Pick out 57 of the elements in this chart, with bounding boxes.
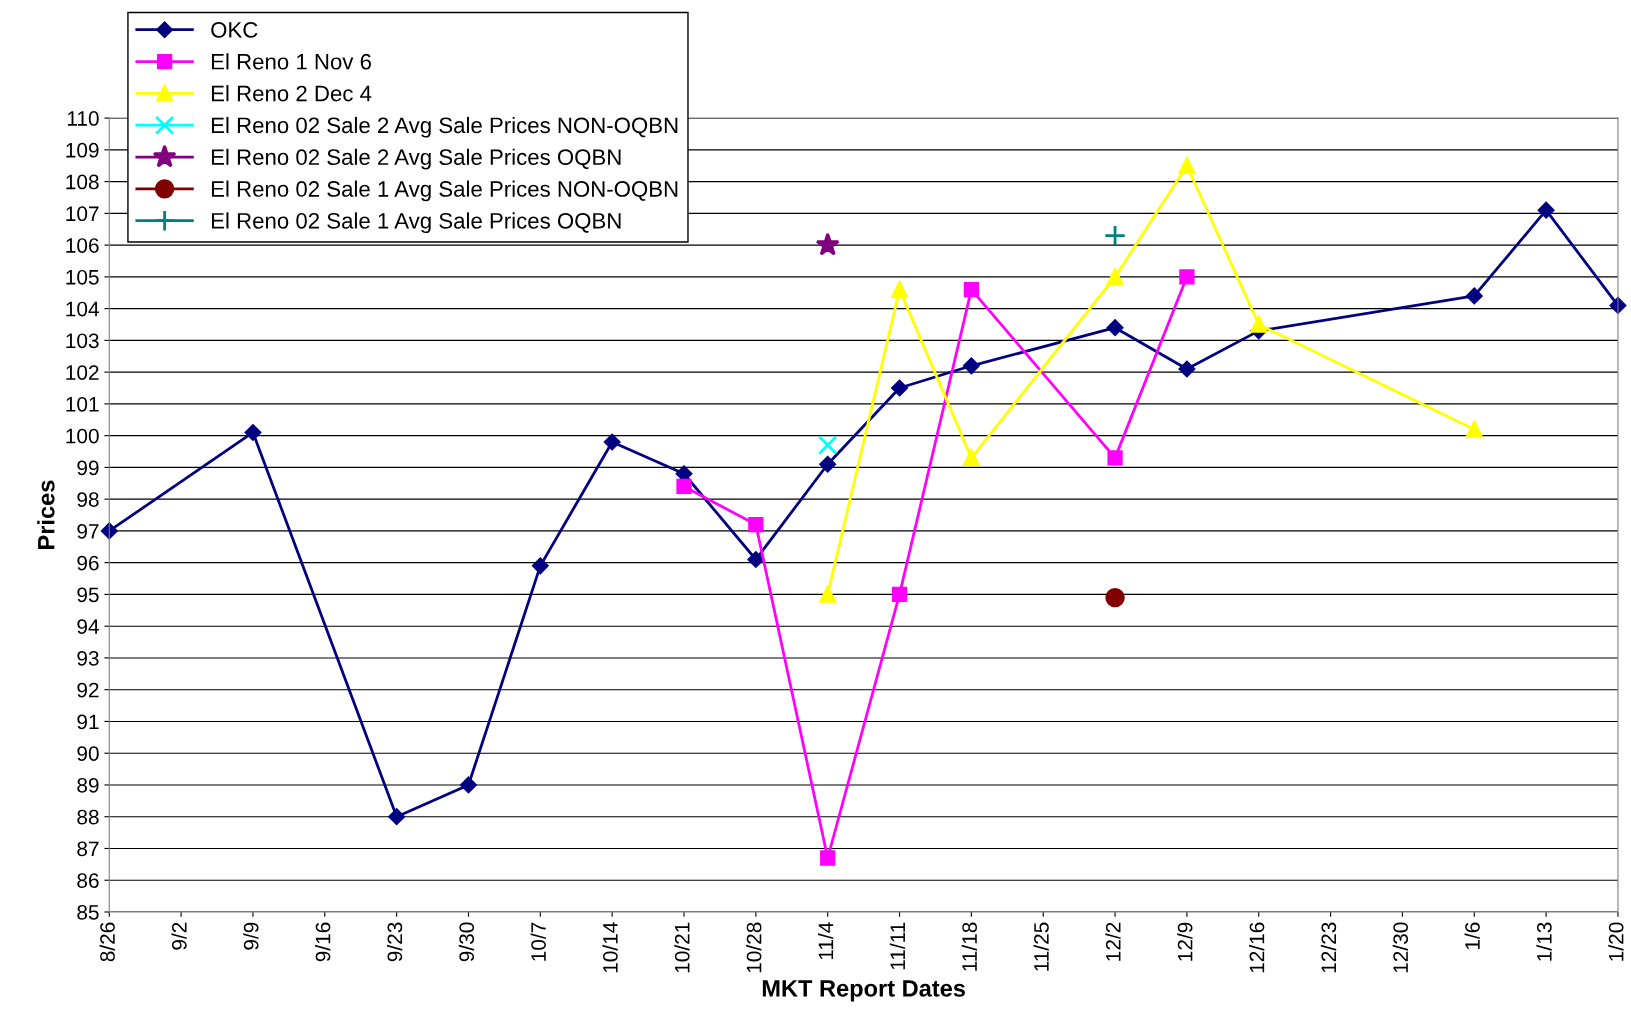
y-tick-label: 90: [77, 746, 99, 761]
y-tick-label: 89: [77, 777, 99, 793]
x-tick-label: 12/16: [1249, 922, 1265, 973]
y-tick-label: 96: [77, 555, 99, 571]
legend-label: El Reno 02 Sale 2 Avg Sale Prices NON-OQBN: [211, 116, 678, 138]
x-tick-label: 9/16: [315, 922, 331, 962]
x-tick-label: 10/7: [530, 922, 546, 961]
x-tick-label: 12/23: [1320, 922, 1337, 973]
y-tick-label: 91: [77, 714, 99, 730]
y-tick-label: 105: [66, 269, 99, 285]
y-tick-label: 110: [67, 111, 99, 126]
legend-label: El Reno 02 Sale 1 Avg Sale Prices OQBN: [211, 212, 621, 234]
x-tick-label: 11/18: [961, 922, 977, 971]
x-tick-label: 9/9: [243, 922, 259, 950]
x-tick-label: 9/2: [171, 922, 187, 950]
y-tick-label: 85: [77, 904, 99, 920]
x-tick-label: 1/6: [1464, 922, 1480, 950]
legend-label: El Reno 2 Dec 4: [211, 85, 372, 102]
x-tick-label: 12/30: [1392, 922, 1409, 973]
x-tick-label: 10/21: [674, 922, 690, 973]
x-tick-label: 8/26: [99, 922, 115, 962]
y-tick-label: 103: [66, 333, 99, 349]
y-tick-label: 95: [77, 587, 99, 603]
x-tick-label: 10/28: [746, 922, 762, 973]
y-tick-label: 94: [77, 619, 99, 634]
legend-label: El Reno 1 Nov 6: [211, 53, 371, 70]
y-axis-title: Prices: [37, 480, 55, 549]
y-tick-label: 93: [77, 650, 99, 666]
x-tick-label: 12/2: [1105, 922, 1121, 961]
y-tick-label: 109: [66, 142, 99, 158]
x-tick-label: 11/4: [817, 922, 834, 960]
y-tick-label: 99: [77, 460, 99, 476]
x-tick-label: 11/11: [889, 922, 906, 970]
y-tick-label: 88: [77, 809, 99, 825]
legend-label: El Reno 02 Sale 1 Avg Sale Prices NON-OQBN: [211, 180, 678, 202]
y-tick-label: 92: [77, 682, 99, 698]
y-tick-label: 97: [77, 523, 99, 539]
y-tick-label: 106: [66, 238, 99, 253]
x-tick-label: 12/9: [1177, 922, 1193, 961]
x-tick-label: 9/30: [458, 922, 475, 962]
legend-label: OKC: [211, 21, 258, 38]
x-tick-label: 1/13: [1536, 922, 1552, 961]
y-tick-label: 108: [66, 174, 99, 190]
x-tick-label: 9/23: [386, 922, 403, 962]
x-tick-label: 10/14: [602, 922, 618, 973]
x-axis-title: MKT Report Dates: [762, 980, 965, 1002]
y-tick-label: 98: [77, 492, 99, 507]
legend-label: El Reno 02 Sale 2 Avg Sale Prices OQBN: [211, 148, 621, 170]
y-tick-label: 87: [77, 841, 99, 857]
y-tick-label: 107: [66, 206, 99, 222]
y-tick-label: 104: [66, 301, 99, 317]
y-tick-label: 102: [66, 365, 99, 380]
y-tick-label: 100: [66, 428, 99, 444]
x-tick-label: 11/25: [1033, 922, 1049, 971]
x-tick-label: 1/20: [1608, 922, 1624, 961]
y-tick-label: 86: [77, 873, 99, 888]
y-tick-label: 101: [66, 396, 99, 412]
